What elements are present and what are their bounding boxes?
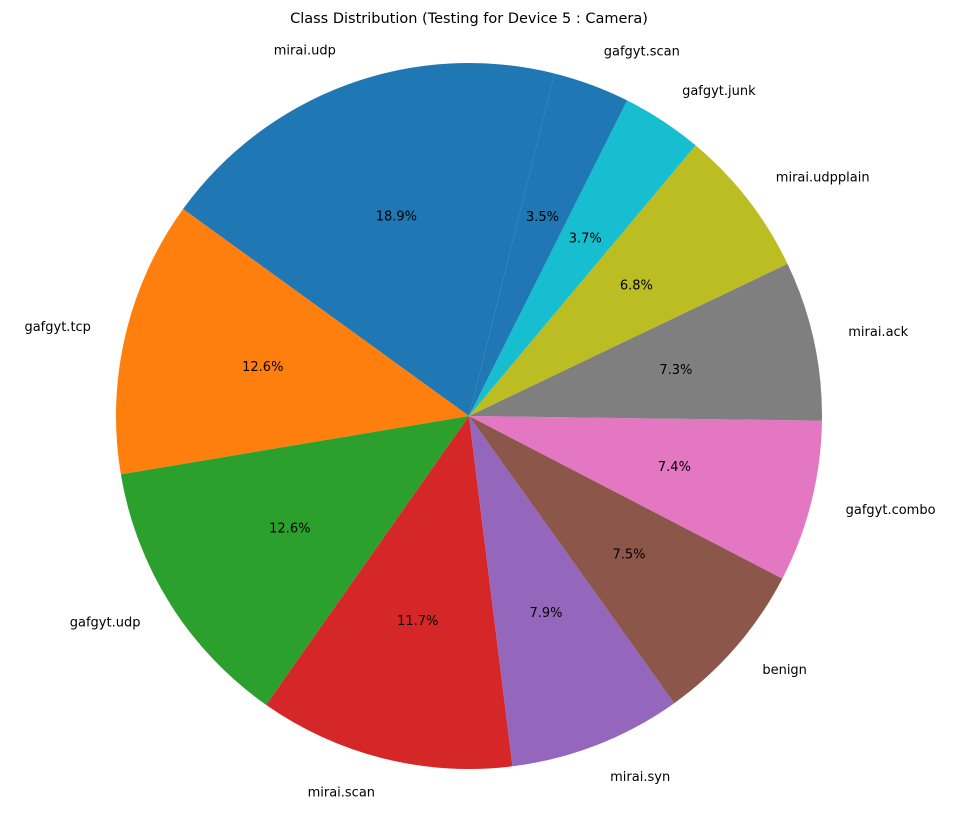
- slice-percent-gafgyt-udp: 12.6%: [269, 521, 310, 536]
- slice-label-mirai-scan: mirai.scan: [308, 785, 375, 800]
- slice-percent-mirai-syn: 7.9%: [529, 606, 562, 621]
- slice-percent-gafgyt-combo: 7.4%: [658, 460, 691, 475]
- pie-slice-gafgyt-scan: [469, 73, 628, 417]
- slice-label-benign: benign: [762, 663, 807, 678]
- slice-label-gafgyt-combo: gafgyt.combo: [846, 503, 936, 518]
- pie-slice-mirai-udp: [183, 63, 555, 417]
- slice-label-mirai-ack: mirai.ack: [848, 325, 908, 340]
- slice-label-gafgyt-tcp: gafgyt.tcp: [24, 320, 90, 335]
- chart-title: Class Distribution (Testing for Device 5…: [290, 11, 648, 27]
- slice-percent-gafgyt-junk: 3.7%: [569, 231, 602, 246]
- pie-slice-gafgyt-combo: [469, 416, 822, 579]
- pie-slice-mirai-ack: [469, 263, 823, 421]
- pie-slice-gafgyt-junk: [469, 100, 696, 417]
- pie-slice-mirai-scan: [266, 416, 513, 769]
- slice-percent-gafgyt-tcp: 12.6%: [242, 360, 283, 375]
- slice-percent-mirai-udp: 18.9%: [376, 210, 417, 225]
- slice-percent-gafgyt-scan: 3.5%: [526, 210, 559, 225]
- slice-label-mirai-udpplain: mirai.udpplain: [776, 170, 870, 185]
- slice-label-gafgyt-udp: gafgyt.udp: [70, 616, 141, 631]
- slice-percent-mirai-scan: 11.7%: [397, 614, 438, 629]
- slice-label-mirai-syn: mirai.syn: [610, 770, 670, 785]
- pie-slice-benign: [469, 416, 783, 704]
- slice-percent-benign: 7.5%: [612, 547, 645, 562]
- slice-label-gafgyt-scan: gafgyt.scan: [604, 44, 680, 59]
- pie-slice-gafgyt-tcp: [115, 209, 469, 475]
- pie-slice-mirai-udpplain: [469, 145, 788, 416]
- slice-percent-mirai-udpplain: 6.8%: [620, 279, 653, 294]
- pie-slices: [115, 63, 823, 769]
- slice-label-mirai-udp: mirai.udp: [274, 44, 336, 59]
- pie-labels: mirai.udp 18.9% gafgyt.tcp 12.6% gafgyt.udp 1…: [24, 44, 935, 801]
- pie-slice-gafgyt-udp: [120, 416, 470, 705]
- slice-percent-mirai-ack: 7.3%: [659, 363, 692, 378]
- slice-label-gafgyt-junk: gafgyt.junk: [682, 84, 756, 99]
- pie-slice-mirai-syn: [469, 416, 675, 767]
